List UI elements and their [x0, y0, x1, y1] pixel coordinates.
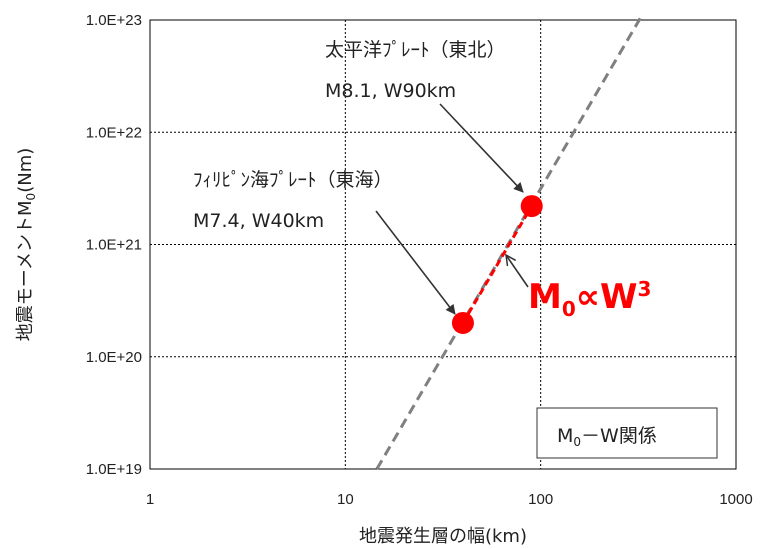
formula-label: M0∝W3: [528, 277, 651, 321]
annotation-philippine-name: ﾌｨﾘﾋﾟﾝ海ﾌﾟﾚｰﾄ（東海）: [193, 169, 393, 191]
y-axis-label-main: 地震モーメントM: [15, 200, 36, 341]
arrow-to-philippine-point: [375, 210, 456, 315]
legend-m: M: [557, 425, 573, 447]
y-axis-label-sub: 0: [24, 193, 38, 201]
y-tick-label: 1.0E+23: [86, 12, 142, 29]
y-tick-label: 1.0E+20: [86, 349, 142, 366]
annotation-philippine-detail: M7.4, W40km: [193, 210, 324, 232]
legend-rest: －W関係: [581, 425, 657, 447]
series: [375, 14, 644, 470]
legend-text: M0－W関係: [557, 425, 657, 449]
data-point: [520, 195, 543, 218]
data-point: [451, 311, 474, 334]
x-axis-label: 地震発生層の幅(km): [359, 526, 527, 547]
plot-area-border: [149, 19, 737, 470]
tick-labels: 1 10 100 1000 1.0E+19 1.0E+20 1.0E+21 1.0E+22 1.…: [86, 12, 753, 508]
annotation-pacific-name: 太平洋ﾌﾟﾚｰﾄ（東北）: [325, 39, 506, 61]
y-tick-label: 1.0E+21: [86, 237, 142, 254]
formula-base: M: [528, 277, 562, 317]
legend-sub: 0: [573, 435, 581, 449]
annotation-pacific-detail: M8.1, W90km: [325, 80, 456, 102]
y-axis-label-unit: (Nm): [15, 148, 36, 193]
y-tick-label: 1.0E+19: [86, 461, 142, 478]
y-axis-label: 地震モーメントM0(Nm): [15, 148, 38, 342]
fit-segment: [461, 205, 534, 324]
legend-box: [536, 407, 718, 459]
x-tick-label: 1: [146, 491, 154, 508]
arrow-to-segment: [506, 255, 529, 288]
x-tick-label: 100: [528, 491, 553, 508]
formula-mid: ∝W: [576, 277, 638, 317]
x-tick-label: 10: [337, 491, 354, 508]
formula-sup: 3: [637, 277, 651, 301]
formula-sub: 0: [562, 297, 576, 321]
arrow-to-pacific-point: [439, 103, 524, 193]
y-tick-label: 1.0E+22: [86, 124, 142, 141]
x-tick-label: 1000: [719, 491, 752, 508]
